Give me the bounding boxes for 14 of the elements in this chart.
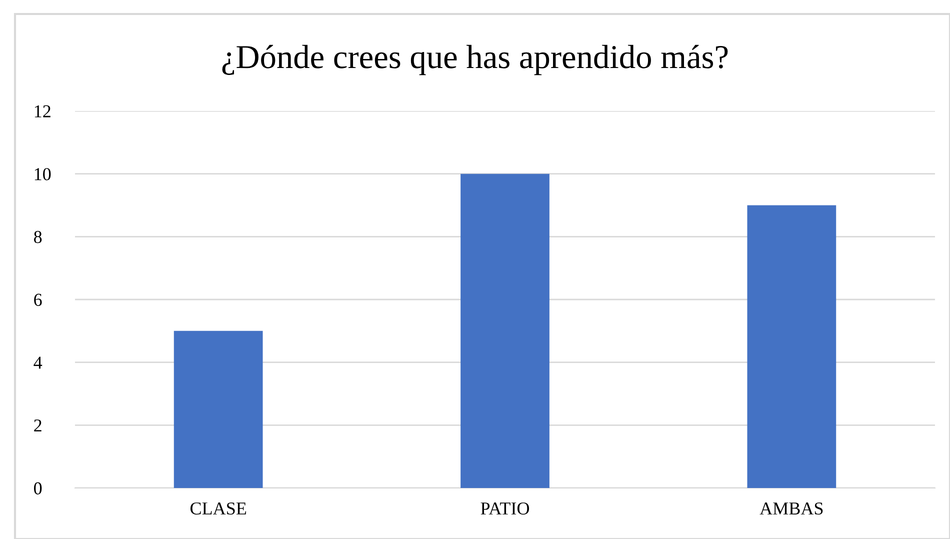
y-tick-label: 10: [34, 168, 51, 180]
x-tick-label: PATIO: [480, 502, 530, 515]
bar: [174, 330, 263, 488]
y-tick-label: 12: [34, 105, 50, 118]
y-tick-label: 2: [34, 419, 42, 432]
bar: [460, 174, 550, 488]
y-tick-label: 6: [34, 294, 42, 306]
x-tick-label: CLASE: [190, 502, 246, 515]
chart-title: ¿Dónde crees que has aprendido más?: [222, 44, 728, 76]
y-tick-label: 4: [34, 356, 42, 369]
y-tick-label: 0: [34, 482, 42, 494]
x-tick-label: AMBAS: [760, 502, 823, 515]
bar: [747, 205, 836, 488]
y-tick-label: 8: [34, 230, 42, 244]
